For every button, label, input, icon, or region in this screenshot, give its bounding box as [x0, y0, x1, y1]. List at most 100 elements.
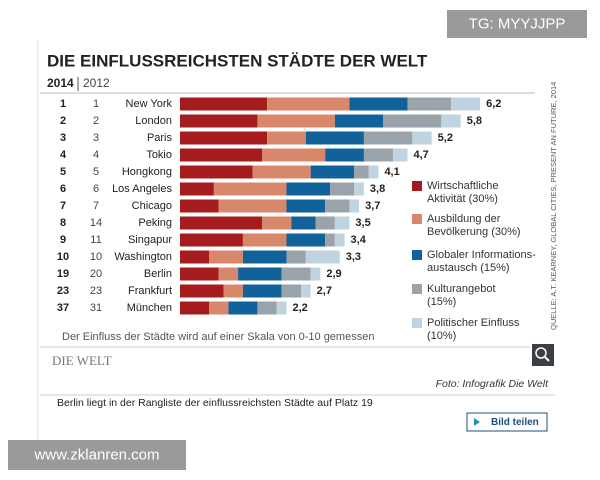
watermark: TG: MYYJJPP [469, 15, 566, 32]
rank-2014: 1 [60, 98, 66, 110]
rank-2012: 23 [90, 285, 102, 297]
zoom-icon [544, 356, 550, 362]
bar-segment [310, 165, 355, 179]
bar-segment [180, 165, 253, 179]
bar-segment [281, 284, 301, 298]
rank-2012: 31 [90, 302, 102, 314]
rank-2014: 19 [57, 268, 69, 280]
bar-segment [412, 131, 432, 145]
bar-segment [286, 182, 331, 196]
total-label: 3,7 [365, 200, 380, 212]
bar-segment [228, 301, 258, 315]
total-label: 4,7 [413, 149, 428, 161]
bar-segment [349, 97, 408, 111]
bar-segment [441, 114, 461, 128]
bar-segment [180, 301, 210, 315]
share-label: Bild teilen [491, 417, 539, 428]
bar-segment [180, 97, 268, 111]
bar-segment [218, 267, 239, 281]
legend-swatch [412, 284, 422, 294]
bar-segment [267, 131, 306, 145]
watermark-box [447, 10, 587, 38]
bar-segment [315, 216, 335, 230]
city-label: Peking [138, 217, 172, 229]
rank-2014: 10 [57, 251, 69, 263]
bar-segment [180, 267, 219, 281]
bar-segment [281, 267, 311, 281]
rank-2014: 8 [60, 217, 66, 229]
rank-2014: 6 [60, 183, 66, 195]
rank-2012: 2 [93, 115, 99, 127]
share-button[interactable] [466, 412, 548, 432]
rank-2012: 10 [90, 251, 102, 263]
bar-segment [238, 267, 282, 281]
legend-label: Kulturangebot (15%) [427, 283, 496, 308]
bar-segment [257, 301, 277, 315]
rank-2012: 7 [93, 200, 99, 212]
logo: DIE WELT [52, 353, 112, 368]
legend-swatch [412, 318, 422, 328]
bar-segment [305, 250, 340, 264]
city-label: Los Angeles [112, 183, 172, 195]
rank-2012: 4 [93, 149, 99, 161]
city-label: Chicago [132, 200, 172, 212]
bar-segment [383, 114, 442, 128]
rank-2014: 3 [60, 132, 66, 144]
bar-segment [363, 131, 413, 145]
bar-segment [325, 233, 335, 247]
rank-2012: 3 [93, 132, 99, 144]
bar-segment [368, 165, 379, 179]
bar-segment [334, 233, 345, 247]
bar-segment [218, 199, 287, 213]
bar-segment [301, 284, 311, 298]
source: QUELLE: A.T. KEARNEY, GLOBAL CITIES, PRE… [549, 82, 558, 330]
city-label: New York [126, 98, 173, 110]
city-label: London [135, 115, 172, 127]
bar-segment [180, 148, 263, 162]
total-label: 3,5 [355, 217, 370, 229]
total-label: 3,3 [346, 251, 361, 263]
footnote: Der Einfluss der Städte wird auf einer S… [62, 331, 374, 343]
bar-segment [267, 97, 350, 111]
rank-2012: 20 [90, 268, 102, 280]
legend-swatch [412, 181, 422, 191]
bar-segment [291, 216, 316, 230]
zoom-button[interactable] [532, 344, 554, 366]
bar-segment [354, 165, 369, 179]
city-label: Berlin [144, 268, 172, 280]
bar-segment [330, 182, 355, 196]
caption: Berlin liegt in der Rangliste der einflu… [57, 397, 373, 409]
bar-segment [180, 250, 210, 264]
bar-segment [325, 199, 350, 213]
bar-segment [354, 182, 364, 196]
bar-segment [252, 165, 311, 179]
city-label: Hongkong [122, 166, 172, 178]
bar-segment [310, 267, 321, 281]
legend-label: Ausbildung der Bevölkerung (30%) [427, 213, 521, 238]
watermark-box [8, 440, 186, 470]
legend-swatch [412, 250, 422, 260]
rank-2012: 5 [93, 166, 99, 178]
bar-segment [180, 182, 214, 196]
city-label: Tokio [146, 149, 172, 161]
rank-2014: 4 [60, 149, 67, 161]
bar-segment [180, 233, 243, 247]
rank-header: 2014 [47, 76, 74, 90]
total-label: 5,8 [467, 115, 482, 127]
city-label: Paris [147, 132, 173, 144]
bar-segment [242, 284, 282, 298]
bar-segment [223, 284, 243, 298]
total-label: 2,7 [317, 285, 332, 297]
bar-segment [334, 216, 350, 230]
city-label: München [127, 302, 172, 314]
bar-segment [209, 250, 243, 264]
city-label: Frankfurt [128, 285, 172, 297]
rank-2014: 9 [60, 234, 66, 246]
bar-segment [363, 148, 393, 162]
chart-title: DIE EINFLUSSREICHSTEN STÄDTE DER WELT [47, 51, 428, 70]
total-label: 2,2 [292, 302, 307, 314]
total-label: 3,4 [351, 234, 367, 246]
total-label: 4,1 [384, 166, 399, 178]
bar-segment [325, 148, 364, 162]
